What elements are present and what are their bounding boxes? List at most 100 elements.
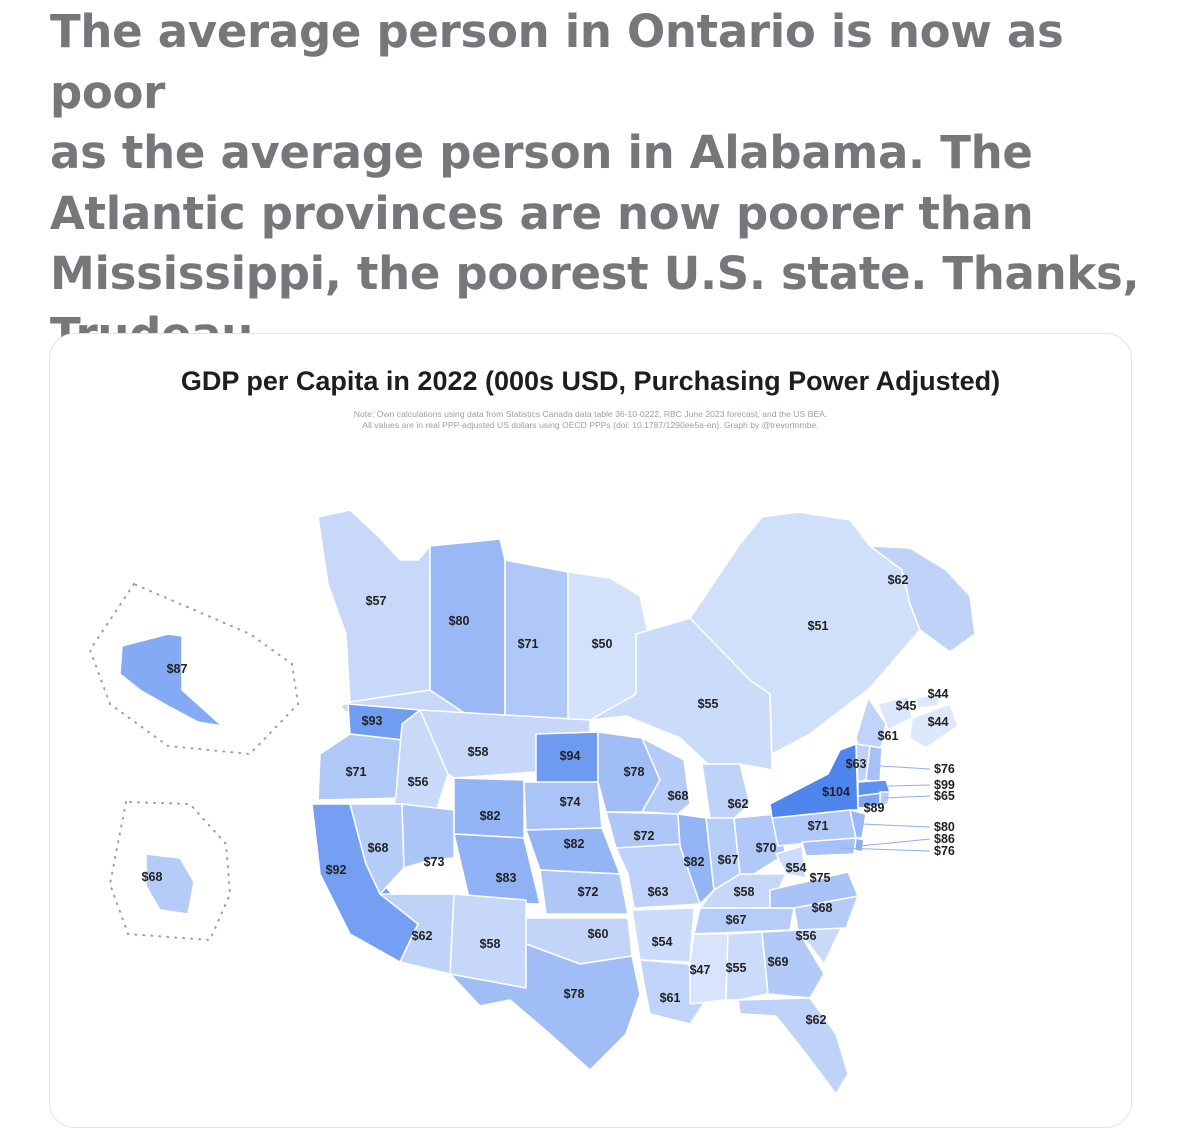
region-kansas	[539, 869, 629, 915]
value-label-maine: $61	[878, 729, 899, 743]
value-label-manitoba: $50	[592, 637, 613, 651]
value-label-oregon: $71	[346, 765, 367, 779]
gdp-choropleth-map: $57 $80 $71 $87 $50 $55 $51 $62 $45 $44 $44 $61 $93 $…	[88, 509, 976, 1095]
tweet-text-line: as the average person in Alabama. The	[50, 126, 1033, 179]
value-label-texas: $78	[564, 987, 585, 1001]
region-wyoming	[453, 777, 525, 839]
value-label-newfoundland-and-labrador: $62	[888, 573, 909, 587]
region-mississippi	[689, 933, 729, 1005]
region-alabama	[725, 931, 769, 1001]
value-label-kansas: $72	[578, 885, 599, 899]
region-alaska	[119, 633, 223, 727]
value-label-delaware: $86	[934, 832, 955, 846]
region-florida	[737, 997, 849, 1095]
value-label-vermont: $63	[846, 757, 867, 771]
region-ohio	[733, 813, 787, 875]
value-label-california: $92	[326, 863, 347, 877]
value-label-nebraska: $82	[564, 837, 585, 851]
value-label-tennessee: $67	[726, 913, 747, 927]
value-label-alaska: $87	[167, 662, 188, 676]
leader-line-delaware	[859, 838, 931, 847]
value-label-wyoming: $82	[480, 809, 501, 823]
value-label-rhode-island: $65	[934, 789, 955, 803]
value-label-florida: $62	[806, 1013, 827, 1027]
value-label-nova-scotia: $44	[928, 715, 949, 729]
region-west-virginia	[775, 845, 807, 879]
region-nebraska	[525, 827, 621, 875]
value-label-indiana: $67	[718, 853, 739, 867]
value-label-louisiana: $61	[660, 991, 681, 1005]
leader-line-new-jersey	[861, 823, 931, 828]
map-regions	[119, 509, 976, 1095]
value-label-alabama: $55	[726, 961, 747, 975]
value-label-quebec: $51	[808, 619, 829, 633]
value-label-ontario: $55	[698, 697, 719, 711]
value-label-ohio: $70	[756, 841, 777, 855]
region-colorado	[453, 833, 541, 905]
region-illinois	[677, 813, 715, 905]
value-label-nevada: $68	[368, 841, 389, 855]
region-newfoundland-and-labrador	[869, 545, 976, 653]
value-label-west-virginia: $54	[786, 861, 807, 875]
region-arizona	[379, 893, 455, 975]
value-label-maryland: $76	[934, 844, 955, 858]
value-label-washington: $93	[362, 714, 383, 728]
value-label-minnesota: $78	[624, 765, 645, 779]
value-label-michigan: $62	[728, 797, 749, 811]
region-new-jersey	[849, 809, 867, 839]
value-label-wisconsin: $68	[668, 789, 689, 803]
tweet-text-line: Atlantic provinces are now poorer than	[50, 186, 1034, 240]
map-note-line: Note: Own calculations using data from S…	[353, 409, 828, 419]
region-nevada	[349, 803, 405, 895]
region-virginia	[769, 871, 859, 909]
value-label-massachusetts: $99	[934, 778, 955, 792]
value-label-connecticut: $89	[864, 801, 885, 815]
value-label-nunavut: $71	[518, 637, 539, 651]
value-label-arkansas: $54	[652, 935, 673, 949]
tweet-text-line: The average person in Ontario is now as …	[50, 5, 1064, 119]
value-label-arizona: $62	[412, 929, 433, 943]
value-label-new-hampshire: $76	[934, 762, 955, 776]
map-value-labels: $57 $80 $71 $87 $50 $55 $51 $62 $45 $44 $44 $61 $93 $…	[142, 573, 955, 1027]
value-label-kentucky: $58	[734, 885, 755, 899]
map-leader-lines	[839, 765, 931, 852]
region-missouri	[615, 843, 701, 909]
value-label-utah: $73	[424, 855, 445, 869]
value-label-new-jersey: $80	[934, 820, 955, 834]
leader-line-massachusetts	[887, 784, 931, 787]
value-label-yukon: $57	[366, 594, 387, 608]
value-label-idaho: $56	[408, 775, 429, 789]
region-georgia	[761, 929, 825, 999]
tweet-text: The average person in Ontario is now as …	[50, 2, 1140, 365]
leader-line-maryland	[839, 847, 931, 852]
tweet-text-line: Mississippi, the poorest U.S. state. Tha…	[50, 247, 1140, 300]
value-label-south-carolina: $56	[796, 929, 817, 943]
region-nova-scotia	[909, 703, 959, 749]
value-label-missouri: $63	[648, 885, 669, 899]
value-label-south-dakota: $74	[560, 795, 581, 809]
value-label-northwest-territories: $80	[449, 614, 470, 628]
value-label-hawaii: $68	[142, 870, 163, 884]
region-hawaii	[145, 853, 195, 915]
map-note: Note: Own calculations using data from S…	[150, 409, 1031, 431]
media-card[interactable]: GDP per Capita in 2022 (000s USD, Purcha…	[49, 333, 1132, 1128]
region-prince-edward-island	[915, 693, 941, 709]
value-label-illinois: $82	[684, 855, 705, 869]
value-label-new-brunswick: $45	[896, 699, 917, 713]
value-label-north-carolina: $68	[812, 901, 833, 915]
region-utah	[401, 803, 455, 869]
leader-line-new-hampshire	[879, 765, 931, 770]
value-label-north-dakota: $94	[560, 749, 581, 763]
region-texas	[449, 943, 641, 1071]
region-new-york	[769, 743, 859, 819]
region-michigan	[701, 763, 751, 823]
leader-line-rhode-island	[883, 795, 931, 799]
map-note-line: All values are in real PPP-adjusted US d…	[362, 420, 819, 430]
value-label-oklahoma: $60	[588, 927, 609, 941]
value-label-prince-edward-island: $44	[928, 687, 949, 701]
value-label-new-mexico: $58	[480, 937, 501, 951]
value-label-mississippi: $47	[690, 963, 711, 977]
value-label-new-york: $104	[822, 785, 850, 799]
value-label-iowa: $72	[634, 829, 655, 843]
region-rhode-island	[879, 791, 891, 807]
